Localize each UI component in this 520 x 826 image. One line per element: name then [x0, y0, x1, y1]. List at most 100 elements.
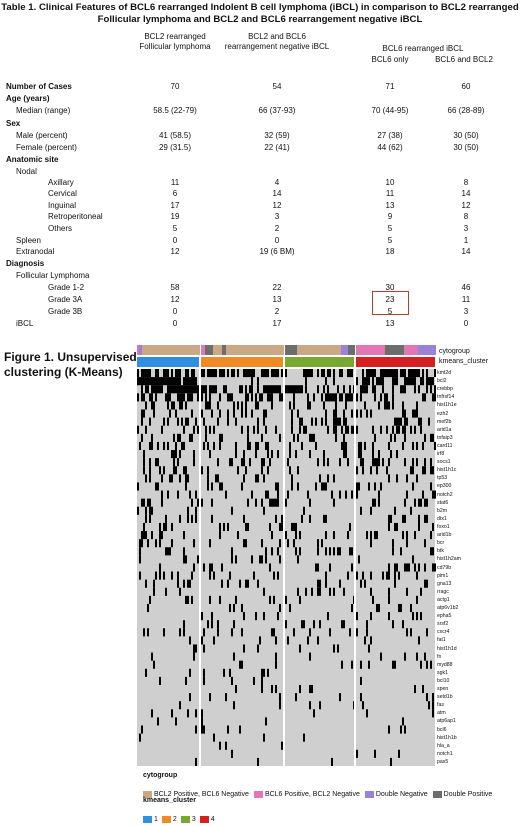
mutation-mark: [213, 636, 215, 645]
mutation-mark: [396, 474, 398, 483]
heatmap-block: [137, 369, 199, 766]
mutation-mark: [141, 725, 143, 734]
kmeans-segment: [356, 357, 435, 367]
mutation-mark: [386, 425, 388, 434]
mutation-mark: [263, 733, 265, 742]
mutation-mark: [163, 628, 165, 637]
col2-header: BCL2 and BCL6 rearrangement negative iBC…: [222, 32, 332, 52]
mutation-mark: [402, 425, 404, 434]
mutation-mark: [225, 741, 227, 750]
gene-label: hist1h1d: [437, 645, 457, 652]
mutation-mark: [177, 490, 179, 499]
mutation-mark: [191, 393, 193, 402]
mutation-mark: [394, 377, 396, 386]
mutation-mark: [388, 458, 390, 467]
mutation-mark: [159, 571, 161, 580]
gene-label: bcr: [437, 540, 445, 547]
mutation-mark: [374, 482, 376, 491]
mutation-mark: [273, 628, 275, 637]
mutation-mark: [388, 441, 390, 451]
mutation-mark: [231, 547, 233, 556]
mutation-mark: [273, 498, 275, 507]
gene-label: hist1h1e: [437, 402, 457, 409]
mutation-mark: [241, 482, 243, 491]
table-cell: 5: [387, 236, 393, 245]
legend-swatch: [180, 815, 190, 823]
mutation-mark: [145, 385, 147, 394]
mutation-mark: [362, 377, 364, 386]
mutation-mark: [426, 377, 428, 386]
mutation-mark: [295, 531, 297, 540]
mutation-mark: [366, 709, 368, 718]
mutation-mark: [151, 531, 153, 540]
mutation-mark: [187, 369, 189, 378]
mutation-mark: [241, 401, 243, 410]
mutation-mark: [267, 369, 269, 378]
mutation-mark: [243, 450, 245, 459]
gene-label: btk: [437, 548, 444, 555]
mutation-mark: [329, 547, 331, 556]
gene-label: bcl10: [437, 677, 450, 684]
mutation-mark: [428, 377, 430, 386]
mutation-mark: [378, 450, 380, 459]
mutation-mark: [155, 482, 157, 491]
mutation-mark: [273, 571, 275, 580]
mutation-mark: [335, 417, 337, 426]
mutation-mark: [137, 369, 139, 378]
mutation-mark: [345, 417, 347, 426]
mutation-mark: [209, 369, 211, 378]
mutation-mark: [265, 409, 267, 418]
mutation-mark: [364, 636, 366, 645]
mutation-mark: [317, 369, 319, 378]
mutation-mark: [183, 385, 185, 394]
table-cell: 71: [385, 82, 395, 91]
mutation-mark: [239, 725, 241, 734]
mutation-mark: [263, 385, 265, 394]
mutation-mark: [327, 612, 329, 621]
mutation-mark: [372, 369, 374, 378]
mutation-mark: [432, 693, 434, 702]
mutation-mark: [325, 514, 327, 523]
mutation-mark: [279, 603, 281, 613]
mutation-mark: [257, 474, 259, 483]
table-cell: 32 (59): [264, 131, 290, 140]
mutation-mark: [209, 385, 211, 394]
table-cell: 66 (37-93): [258, 106, 296, 115]
mutation-mark: [366, 409, 368, 418]
mutation-mark: [193, 458, 195, 467]
mutation-mark: [291, 474, 293, 483]
mutation-mark: [201, 409, 203, 418]
mutation-mark: [358, 450, 360, 459]
mutation-mark: [265, 425, 267, 434]
mutation-mark: [231, 458, 233, 467]
mutation-mark: [265, 717, 267, 726]
mutation-mark: [147, 385, 149, 394]
table-cell: 5: [387, 224, 393, 233]
mutation-mark: [257, 579, 259, 588]
mutation-mark: [205, 401, 207, 410]
mutation-mark: [203, 644, 205, 653]
mutation-mark: [207, 482, 209, 491]
mutation-mark: [171, 571, 173, 580]
row-label: Nodal: [16, 167, 37, 176]
mutation-mark: [364, 377, 366, 386]
mutation-mark: [241, 409, 243, 418]
mutation-mark: [396, 369, 398, 378]
mutation-mark: [163, 522, 165, 532]
mutation-mark: [390, 757, 392, 766]
mutation-mark: [297, 555, 299, 564]
mutation-mark: [370, 587, 372, 596]
mutation-mark: [141, 409, 143, 418]
mutation-mark: [301, 417, 303, 426]
mutation-mark: [203, 676, 205, 685]
mutation-mark: [370, 409, 372, 418]
mutation-mark: [293, 393, 295, 402]
mutation-mark: [386, 401, 388, 410]
mutation-mark: [271, 393, 273, 402]
mutation-mark: [349, 385, 351, 394]
mutation-mark: [233, 603, 235, 613]
mutation-mark: [257, 425, 259, 434]
mutation-mark: [337, 644, 339, 653]
row-label: Retroperitoneal: [48, 212, 103, 221]
